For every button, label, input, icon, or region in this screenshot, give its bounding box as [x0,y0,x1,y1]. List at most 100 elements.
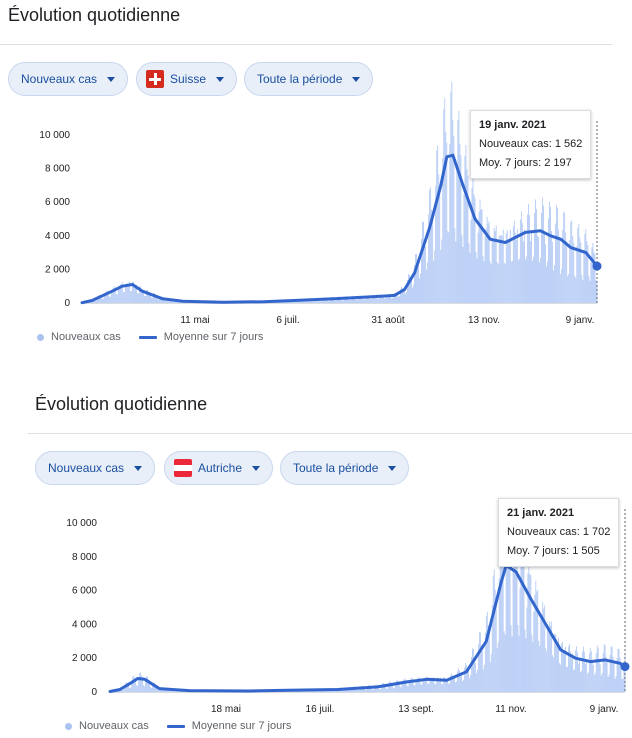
daily-cases-bar [429,678,431,692]
period-dropdown[interactable]: Toute la période [280,451,410,485]
daily-cases-bars [109,504,626,692]
daily-cases-bar [286,301,287,303]
daily-cases-bar [359,689,360,692]
daily-cases-bar [513,527,515,692]
daily-cases-bar [454,676,456,692]
daily-cases-bar [412,287,413,303]
daily-cases-bar [152,684,153,692]
daily-cases-bar [460,676,461,692]
country-dropdown[interactable]: Autriche [164,451,274,485]
daily-cases-bar [451,82,453,303]
daily-cases-bar [509,229,511,303]
daily-cases-bar [357,297,359,303]
daily-cases-bar [155,684,156,692]
daily-cases-bar [580,670,582,692]
daily-cases-bar [507,504,509,692]
daily-cases-bar [560,664,561,692]
daily-cases-bar [505,558,507,692]
daily-cases-bar [154,682,155,692]
daily-cases-bar [590,262,592,303]
daily-cases-bar [542,601,544,692]
daily-cases-chart[interactable]: 0 2 000 4 000 6 000 8 000 10 000 18 mai 16 juil… [0,496,632,726]
panel-title: Évolution quotidienne [35,394,208,414]
daily-cases-bar [566,241,568,303]
daily-cases-bar [371,296,373,303]
daily-cases-bar [328,301,330,303]
daily-cases-bar [476,258,478,303]
daily-cases-bar [599,664,601,692]
daily-cases-bar [456,681,457,692]
divider [28,433,632,434]
y-tick-label: 0 [64,298,70,309]
daily-cases-bar [372,296,374,303]
daily-cases-bar [593,251,595,303]
daily-cases-bar [134,286,136,303]
period-dropdown[interactable]: Toute la période [244,62,374,96]
daily-cases-bar [135,284,137,303]
daily-cases-bar [467,175,469,303]
daily-cases-bar [540,257,541,303]
daily-cases-bar [417,677,419,692]
daily-cases-bar [472,177,474,303]
metric-dropdown[interactable]: Nouveaux cas [8,62,129,96]
daily-cases-bar [365,296,367,303]
daily-cases-bar [440,249,442,303]
daily-cases-bar [452,675,454,692]
daily-cases-bar [500,235,502,303]
daily-cases-bar [376,685,378,692]
daily-cases-bar [501,553,503,692]
daily-cases-bar [532,260,533,303]
daily-cases-bar [482,669,484,692]
daily-cases-bar [373,295,375,303]
daily-cases-bar [356,688,357,692]
daily-cases-bar [576,646,577,692]
daily-cases-bar [592,243,594,303]
daily-cases-bar [292,301,293,303]
daily-cases-bar [570,651,571,692]
daily-cases-bar [575,650,576,692]
daily-cases-bar [518,635,520,692]
daily-cases-bar [541,614,543,692]
daily-cases-bar [114,286,116,303]
daily-cases-bar [320,301,322,303]
daily-cases-bar [356,299,358,303]
daily-cases-bar [132,281,134,303]
daily-cases-bar [489,662,491,692]
daily-cases-bar [425,246,427,303]
daily-cases-bar [462,247,464,303]
daily-cases-bar [469,252,471,303]
daily-cases-bar [567,276,569,303]
daily-cases-bar [543,205,544,303]
daily-cases-bar [331,690,333,692]
daily-cases-bar [149,294,150,303]
daily-cases-bar [486,611,488,692]
country-dropdown[interactable]: Suisse [136,62,238,96]
daily-cases-bar [324,690,326,692]
daily-cases-bar [439,679,441,692]
daily-cases-bar [155,294,156,303]
daily-cases-bar [472,648,473,692]
daily-cases-bar [312,299,314,303]
metric-dropdown[interactable]: Nouveaux cas [35,451,156,485]
daily-cases-bar [598,659,600,692]
daily-cases-bar [343,689,345,692]
daily-cases-bar [105,290,107,303]
daily-cases-bar [434,250,436,303]
legend-line-label: Moyenne sur 7 jours [191,720,292,732]
daily-cases-bar [543,608,545,692]
daily-cases-bar [144,686,146,692]
daily-cases-bar [313,301,315,303]
daily-cases-bar [411,279,412,303]
daily-cases-bar [396,679,398,692]
daily-cases-chart[interactable]: 0 2 000 4 000 6 000 8 000 10 000 11 mai 6 juil.… [0,82,632,338]
daily-cases-bar [492,575,494,692]
daily-cases-bar [541,212,542,303]
daily-cases-bar [505,233,507,303]
daily-cases-bar [475,251,477,303]
daily-cases-bar [115,294,117,303]
daily-cases-bar [350,298,352,303]
daily-cases-bar [124,284,126,303]
daily-cases-bar [468,243,470,303]
daily-cases-bar [136,293,138,303]
daily-cases-bar [150,293,151,303]
